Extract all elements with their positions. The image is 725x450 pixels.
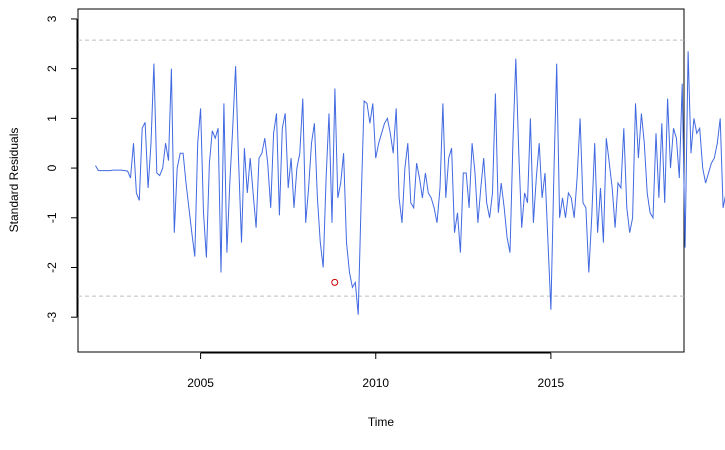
y-axis: -3 -2 -1 0 1 2 3 bbox=[45, 15, 78, 323]
y-tick-label-1: 1 bbox=[45, 115, 59, 122]
y-tick-label--2: -2 bbox=[45, 262, 59, 273]
y-tick-label-3: 3 bbox=[45, 15, 59, 22]
series-layer bbox=[95, 51, 725, 315]
series-line-0 bbox=[95, 51, 725, 315]
x-axis-title: Time bbox=[368, 415, 395, 429]
x-tick-label-2010: 2010 bbox=[362, 376, 389, 390]
highlight-layer bbox=[331, 278, 339, 286]
x-tick-label-2015: 2015 bbox=[538, 376, 565, 390]
outlier-marker-0 bbox=[331, 278, 339, 286]
x-tick-label-2005: 2005 bbox=[187, 376, 214, 390]
reference-lines bbox=[78, 39, 684, 297]
y-tick-label-0: 0 bbox=[45, 164, 59, 171]
y-tick-label--3: -3 bbox=[45, 312, 59, 323]
y-axis-title: Standard Residuals bbox=[7, 128, 21, 233]
y-tick-label-2: 2 bbox=[45, 65, 59, 72]
x-axis: 2005 2010 2015 bbox=[187, 352, 565, 390]
y-tick-label--1: -1 bbox=[45, 212, 59, 223]
